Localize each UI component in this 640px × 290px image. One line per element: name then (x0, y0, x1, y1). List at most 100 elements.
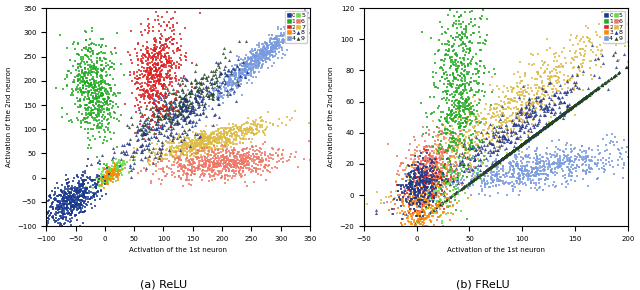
1 (438, 156, 449, 161)
0 (412, 166, 422, 171)
3 (416, 230, 426, 234)
7 (205, 145, 216, 150)
6 (226, 158, 236, 163)
1 (84, 101, 94, 106)
4 (584, 166, 595, 171)
0 (76, 204, 86, 209)
4 (223, 80, 234, 84)
6 (242, 184, 252, 189)
5 (113, 170, 124, 175)
2 (138, 44, 148, 48)
0 (76, 198, 86, 203)
9 (550, 117, 561, 121)
7 (543, 93, 553, 97)
0 (406, 188, 416, 193)
1 (73, 99, 83, 103)
4 (483, 181, 493, 186)
6 (248, 148, 258, 153)
6 (410, 171, 420, 176)
9 (588, 89, 598, 94)
3 (428, 211, 438, 215)
1 (451, 109, 461, 114)
6 (250, 153, 260, 158)
9 (556, 113, 566, 118)
3 (422, 191, 433, 196)
1 (440, 127, 450, 131)
1 (468, 93, 479, 97)
1 (445, 124, 455, 128)
8 (148, 161, 158, 165)
2 (418, 158, 428, 162)
1 (456, 78, 467, 83)
3 (388, 197, 398, 202)
9 (550, 117, 561, 122)
4 (223, 84, 234, 88)
4 (543, 166, 553, 171)
2 (154, 73, 164, 77)
1 (474, 75, 484, 80)
1 (93, 70, 103, 75)
6 (248, 169, 258, 174)
7 (191, 149, 201, 154)
4 (220, 89, 230, 94)
5 (109, 176, 119, 181)
6 (468, 165, 479, 170)
8 (187, 123, 197, 128)
6 (238, 153, 248, 157)
2 (130, 130, 140, 135)
4 (483, 159, 493, 164)
0 (49, 197, 59, 202)
4 (228, 82, 239, 86)
3 (421, 217, 431, 222)
9 (219, 46, 229, 50)
4 (564, 162, 574, 166)
2 (153, 79, 163, 83)
4 (264, 57, 274, 62)
7 (188, 146, 198, 150)
6 (219, 163, 229, 168)
5 (100, 178, 110, 182)
7 (193, 142, 204, 146)
1 (447, 72, 458, 77)
9 (563, 108, 573, 112)
4 (467, 154, 477, 159)
1 (86, 99, 97, 104)
7 (214, 126, 225, 131)
7 (169, 148, 179, 153)
8 (166, 102, 176, 106)
1 (458, 116, 468, 121)
9 (470, 176, 481, 180)
7 (435, 153, 445, 157)
4 (564, 174, 574, 179)
1 (457, 79, 467, 83)
7 (577, 35, 588, 39)
2 (147, 88, 157, 93)
7 (545, 75, 556, 80)
7 (492, 110, 502, 115)
4 (455, 171, 465, 175)
7 (509, 86, 519, 90)
9 (515, 143, 525, 147)
6 (403, 197, 413, 202)
7 (410, 173, 420, 177)
4 (531, 168, 541, 173)
1 (95, 134, 105, 139)
4 (262, 57, 272, 61)
7 (184, 142, 194, 147)
6 (433, 137, 444, 142)
4 (250, 54, 260, 59)
7 (202, 139, 212, 144)
4 (242, 63, 252, 67)
6 (408, 160, 419, 165)
7 (212, 140, 223, 144)
1 (111, 50, 121, 55)
6 (211, 160, 221, 165)
3 (107, 172, 117, 176)
6 (252, 144, 262, 148)
4 (252, 66, 262, 70)
9 (633, 56, 640, 61)
1 (451, 88, 461, 93)
8 (221, 72, 231, 77)
5 (469, 169, 479, 174)
8 (176, 112, 186, 117)
